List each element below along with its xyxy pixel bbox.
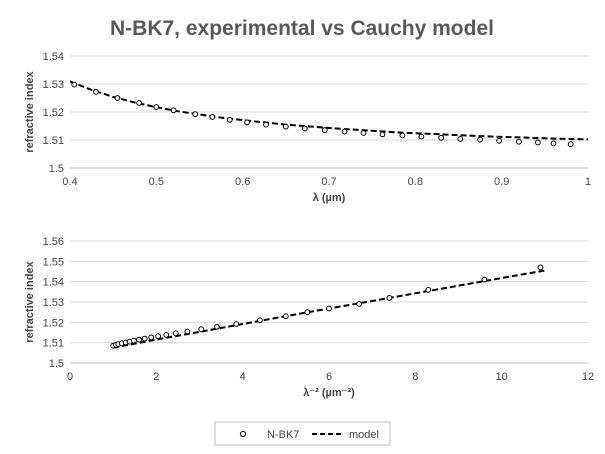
y-axis-label: refractive index bbox=[24, 70, 36, 152]
data-point-nbk7 bbox=[457, 136, 464, 142]
y-tick-label: 1.54 bbox=[43, 277, 64, 289]
chart-bottom: 1.5 1.51 1.52 1.53 1.54 1.55 1.56 0 2 4 6 8 10 12 λ⁻² … bbox=[24, 236, 594, 399]
data-point-nbk7 bbox=[136, 100, 143, 106]
x-tick-label: 1 bbox=[585, 176, 591, 188]
data-point-nbk7 bbox=[537, 264, 544, 271]
data-point-nbk7 bbox=[282, 313, 289, 320]
data-point-nbk7 bbox=[360, 130, 367, 136]
x-tick-label: 0.7 bbox=[321, 176, 336, 188]
data-point-nbk7 bbox=[198, 326, 205, 333]
data-point-nbk7 bbox=[326, 305, 332, 312]
data-point-nbk7 bbox=[244, 119, 250, 126]
data-point-nbk7 bbox=[141, 335, 148, 342]
data-point-nbk7 bbox=[356, 301, 363, 307]
series-line-model bbox=[69, 80, 589, 141]
x-tick-label: 0.4 bbox=[62, 176, 77, 188]
x-tick-label: 12 bbox=[582, 371, 594, 383]
data-point-nbk7 bbox=[192, 111, 199, 118]
x-tick-label: 10 bbox=[496, 371, 508, 383]
data-point-nbk7 bbox=[213, 323, 220, 330]
data-point-nbk7 bbox=[386, 295, 393, 301]
y-tick-label: 1.56 bbox=[43, 236, 64, 248]
legend: N-BK7 model bbox=[214, 421, 391, 446]
data-point-nbk7 bbox=[481, 276, 488, 283]
y-tick-label: 1.5 bbox=[49, 358, 64, 370]
data-point-nbk7 bbox=[226, 116, 233, 123]
data-point-nbk7 bbox=[172, 330, 179, 337]
y-tick-label: 1.51 bbox=[43, 135, 64, 147]
x-axis-label: λ⁻² (µm⁻²) bbox=[303, 387, 355, 399]
x-tick-label: 0.9 bbox=[494, 176, 509, 188]
x-axis-label: λ (µm) bbox=[313, 192, 346, 204]
data-point-nbk7 bbox=[425, 286, 432, 293]
y-axis-label: refractive index bbox=[24, 260, 36, 342]
data-point-nbk7 bbox=[257, 317, 263, 324]
legend-label-nbk7: N-BK7 bbox=[267, 429, 299, 441]
legend-box bbox=[214, 421, 391, 446]
legend-label-model: model bbox=[349, 429, 379, 441]
x-tick-label: 0.6 bbox=[235, 176, 250, 188]
data-point-nbk7 bbox=[567, 141, 574, 148]
x-tick-label: 4 bbox=[240, 371, 246, 383]
data-point-nbk7 bbox=[477, 136, 484, 143]
data-point-nbk7 bbox=[438, 134, 445, 141]
data-point-nbk7 bbox=[321, 127, 328, 134]
data-point-nbk7 bbox=[304, 309, 311, 316]
data-point-nbk7 bbox=[379, 131, 386, 138]
x-tick-label: 6 bbox=[326, 371, 332, 383]
x-tick-label: 8 bbox=[412, 371, 418, 383]
data-point-nbk7 bbox=[282, 123, 289, 130]
data-point-nbk7 bbox=[163, 332, 170, 338]
data-point-nbk7 bbox=[148, 334, 155, 341]
data-point-nbk7 bbox=[93, 88, 99, 95]
x-tick-label: 2 bbox=[153, 371, 159, 383]
data-point-nbk7 bbox=[516, 138, 522, 145]
y-tick-label: 1.53 bbox=[43, 297, 64, 309]
data-point-nbk7 bbox=[233, 321, 240, 327]
data-point-nbk7 bbox=[496, 137, 503, 144]
data-point-nbk7 bbox=[209, 114, 216, 120]
x-tick-label: 0.5 bbox=[149, 176, 164, 188]
data-point-nbk7 bbox=[263, 121, 269, 128]
y-tick-label: 1.54 bbox=[43, 51, 64, 63]
chart-title: N-BK7, experimental vs Cauchy model bbox=[110, 17, 494, 40]
y-tick-label: 1.51 bbox=[43, 338, 64, 350]
x-tick-label: 0.8 bbox=[408, 176, 423, 188]
data-point-nbk7 bbox=[535, 139, 541, 146]
data-point-nbk7 bbox=[550, 140, 557, 147]
data-point-nbk7 bbox=[71, 81, 78, 88]
y-tick-label: 1.52 bbox=[43, 107, 64, 119]
data-point-nbk7 bbox=[114, 95, 121, 101]
data-point-nbk7 bbox=[170, 107, 177, 114]
data-point-nbk7 bbox=[399, 132, 406, 139]
legend-marker-nbk7 bbox=[239, 430, 247, 438]
chart-top: 1.5 1.51 1.52 1.53 1.54 0.4 0.5 0.6 0.7 0.8 0.9 1 λ … bbox=[24, 51, 591, 204]
data-point-nbk7 bbox=[131, 337, 137, 344]
x-tick-label: 0 bbox=[67, 371, 73, 383]
y-tick-label: 1.5 bbox=[49, 163, 64, 175]
y-tick-label: 1.55 bbox=[43, 256, 64, 268]
y-tick-label: 1.52 bbox=[43, 317, 64, 329]
y-tick-label: 1.53 bbox=[43, 79, 64, 91]
data-point-nbk7 bbox=[153, 104, 160, 110]
data-point-nbk7 bbox=[341, 128, 348, 135]
data-point-nbk7 bbox=[155, 333, 162, 340]
data-point-nbk7 bbox=[418, 133, 425, 140]
data-point-nbk7 bbox=[301, 125, 308, 132]
data-point-nbk7 bbox=[136, 336, 143, 343]
data-point-nbk7 bbox=[184, 328, 191, 335]
